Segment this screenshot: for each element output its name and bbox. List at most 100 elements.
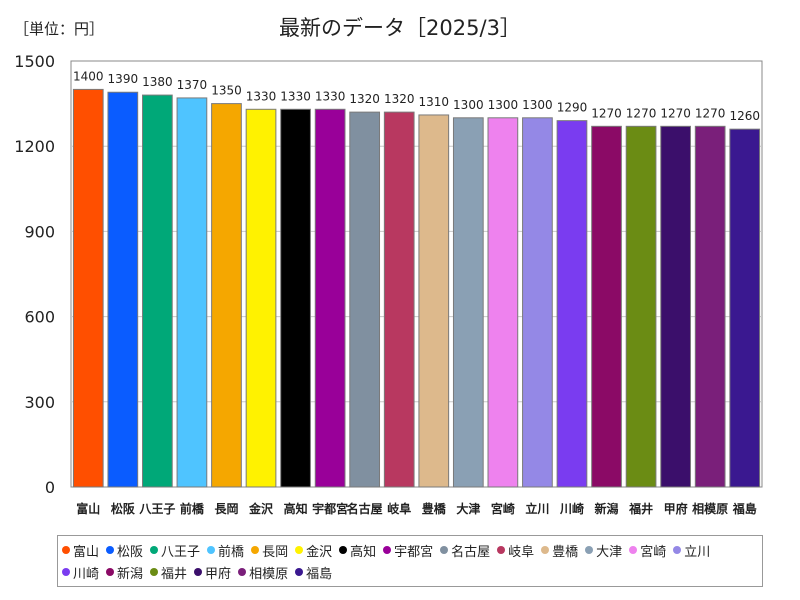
legend-item: 名古屋 bbox=[440, 539, 490, 561]
data-label: 1270 bbox=[626, 106, 657, 120]
bar-新潟 bbox=[591, 125, 622, 488]
bar-松阪 bbox=[107, 91, 139, 488]
legend-swatch bbox=[150, 568, 159, 576]
legend-label: 福島 bbox=[306, 566, 333, 582]
legend-item: 岐阜 bbox=[497, 539, 534, 561]
x-tick-label: 長岡 bbox=[214, 501, 238, 516]
bar-大津 bbox=[452, 117, 484, 488]
legend-label: 前橋 bbox=[218, 544, 245, 560]
legend-label: 甲府 bbox=[205, 566, 232, 582]
data-label: 1320 bbox=[349, 92, 380, 106]
data-label: 1330 bbox=[280, 89, 311, 103]
data-label: 1330 bbox=[246, 89, 277, 103]
bar-福井 bbox=[625, 125, 657, 488]
data-label: 1350 bbox=[211, 84, 242, 98]
legend-label: 名古屋 bbox=[451, 544, 491, 560]
legend-item: 宇都宮 bbox=[383, 539, 433, 561]
y-tick-label: 1200 bbox=[14, 137, 55, 156]
bar-甲府 bbox=[660, 125, 691, 488]
bar-名古屋 bbox=[349, 111, 381, 488]
x-tick-label: 前橋 bbox=[180, 501, 205, 516]
bar-前橋 bbox=[176, 97, 208, 488]
legend-label: 立川 bbox=[684, 544, 711, 560]
legend-swatch bbox=[295, 568, 304, 576]
legend-label: 新潟 bbox=[117, 566, 144, 582]
x-tick-label: 大津 bbox=[456, 501, 480, 516]
data-label: 1260 bbox=[729, 109, 760, 123]
legend-item: 前橋 bbox=[207, 539, 244, 561]
unit-label: ［単位：円］ bbox=[14, 20, 105, 38]
x-tick-label: 福島 bbox=[732, 501, 757, 516]
legend-item: 大津 bbox=[585, 539, 622, 561]
legend-item: 甲府 bbox=[194, 561, 231, 583]
x-tick-label: 新潟 bbox=[595, 501, 619, 516]
data-label: 1270 bbox=[591, 106, 622, 120]
bar-岐阜 bbox=[383, 111, 415, 488]
bar-宮崎 bbox=[487, 117, 519, 488]
data-label: 1370 bbox=[177, 78, 208, 92]
y-tick-label: 600 bbox=[24, 308, 55, 327]
bar-金沢 bbox=[245, 108, 277, 488]
plot-area bbox=[70, 60, 763, 488]
bar-八王子 bbox=[142, 94, 173, 488]
legend-swatch bbox=[207, 546, 216, 554]
data-label: 1270 bbox=[660, 106, 691, 120]
bar-立川 bbox=[522, 117, 553, 488]
legend-item: 金沢 bbox=[295, 539, 332, 561]
legend-swatch bbox=[62, 568, 70, 576]
legend-swatch bbox=[339, 546, 348, 554]
bar-宇都宮 bbox=[314, 108, 346, 488]
data-label: 1310 bbox=[419, 95, 450, 109]
x-tick-label: 宇都宮 bbox=[312, 501, 348, 516]
legend-label: 豊橋 bbox=[552, 544, 579, 560]
y-tick-label: 300 bbox=[24, 393, 55, 412]
x-tick-label: 岐阜 bbox=[387, 501, 411, 516]
legend-label: 高知 bbox=[350, 544, 377, 560]
bar-chart: 0 300 600 900 1200 1500 1400 富山 1390 松阪 1380 八王子 137… bbox=[14, 52, 763, 516]
chart-title: 最新のデータ［2025/3］ bbox=[279, 16, 521, 40]
legend-item: 富山 bbox=[62, 539, 99, 561]
legend: 富山 松阪 八王子 前橋 長岡 金沢 高知 宇都宮 名古屋 岐阜 豊橋 大津 宮崎 立川 川崎 新潟 福井 甲府 相… bbox=[57, 535, 763, 587]
x-tick-label: 甲府 bbox=[664, 501, 688, 516]
y-tick-label: 0 bbox=[45, 478, 55, 497]
legend-label: 大津 bbox=[596, 544, 623, 560]
legend-item: 長岡 bbox=[251, 539, 288, 561]
bar-川崎 bbox=[556, 120, 588, 488]
legend-swatch bbox=[251, 546, 260, 554]
data-label: 1320 bbox=[384, 92, 415, 106]
legend-label: 宇都宮 bbox=[394, 544, 434, 560]
x-tick-label: 豊橋 bbox=[422, 501, 447, 516]
x-tick-label: 高知 bbox=[284, 501, 308, 516]
data-label: 1300 bbox=[522, 98, 553, 112]
x-tick-label: 八王子 bbox=[138, 502, 175, 516]
x-tick-label: 立川 bbox=[525, 501, 549, 516]
data-label: 1300 bbox=[488, 98, 519, 112]
bar-相模原 bbox=[694, 125, 726, 488]
x-tick-label: 金沢 bbox=[248, 501, 274, 516]
legend-swatch bbox=[295, 546, 304, 554]
legend-label: 金沢 bbox=[306, 544, 333, 560]
y-tick-label: 1500 bbox=[14, 52, 55, 71]
data-label: 1390 bbox=[108, 72, 139, 86]
legend-item: 高知 bbox=[339, 539, 376, 561]
legend-item: 福井 bbox=[150, 561, 187, 583]
bar-富山 bbox=[72, 88, 104, 488]
legend-label: 松阪 bbox=[117, 544, 144, 560]
legend-swatch bbox=[497, 546, 506, 554]
legend-item: 豊橋 bbox=[541, 539, 578, 561]
bar-豊橋 bbox=[418, 114, 450, 488]
legend-label: 福井 bbox=[161, 566, 188, 582]
legend-swatch bbox=[629, 546, 638, 554]
legend-swatch bbox=[106, 546, 115, 554]
x-tick-label: 富山 bbox=[76, 501, 100, 516]
bar-高知 bbox=[280, 108, 311, 488]
legend-label: 川崎 bbox=[73, 566, 100, 582]
data-label: 1270 bbox=[695, 106, 726, 120]
legend-swatch bbox=[673, 546, 682, 554]
legend-swatch bbox=[541, 546, 550, 554]
legend-label: 八王子 bbox=[161, 544, 201, 560]
x-tick-label: 福井 bbox=[628, 501, 653, 516]
data-label: 1290 bbox=[557, 101, 588, 115]
y-tick-label: 900 bbox=[24, 222, 55, 241]
legend-swatch bbox=[440, 546, 449, 554]
